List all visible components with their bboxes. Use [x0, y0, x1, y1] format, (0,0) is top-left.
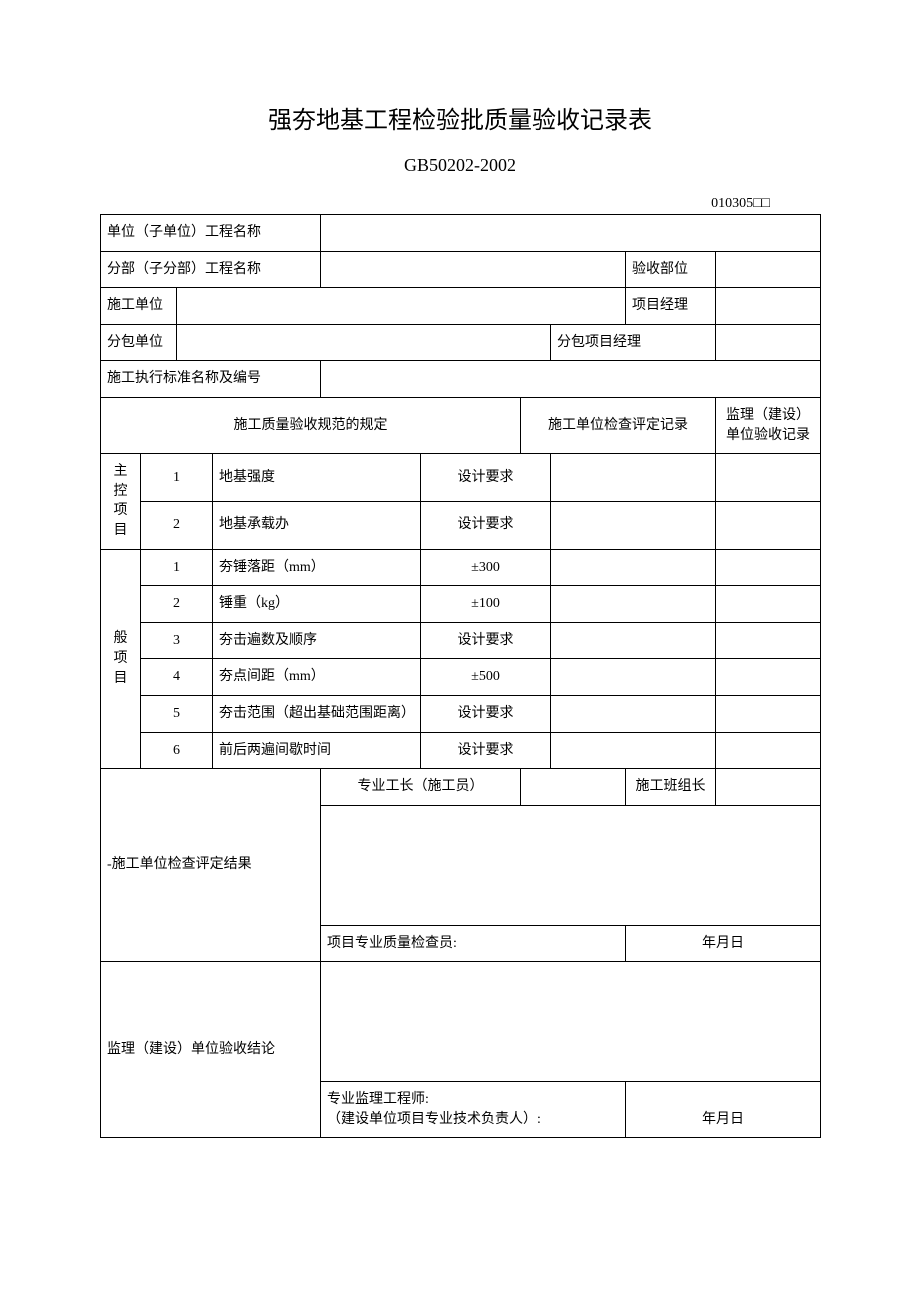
unit-project-label: 单位（子单位）工程名称 — [101, 215, 321, 252]
item-name: 前后两遍间歇时间 — [213, 732, 421, 769]
table-row: 2 地基承载办 设计要求 — [101, 501, 821, 549]
quality-inspector-label: 项目专业质量检查员: — [321, 925, 626, 962]
general-items-group-label: 般项目 — [101, 549, 141, 769]
item-supervision — [716, 695, 821, 732]
construction-unit-label: 施工单位 — [101, 288, 177, 325]
team-leader-value — [716, 769, 821, 806]
table-row: 主控项目 1 地基强度 设计要求 — [101, 454, 821, 502]
doc-number: 010305□□ — [100, 196, 820, 212]
item-record — [551, 695, 716, 732]
item-name: 夯点间距（mm） — [213, 659, 421, 696]
item-spec: 设计要求 — [421, 695, 551, 732]
main-items-group-label: 主控项目 — [101, 454, 141, 549]
subcontract-manager-value — [716, 324, 821, 361]
item-supervision — [716, 732, 821, 769]
item-supervision — [716, 659, 821, 696]
item-name: 锤重（kg） — [213, 586, 421, 623]
table-row: 5 夯击范围（超出基础范围距离） 设计要求 — [101, 695, 821, 732]
table-row: 3 夯击遍数及顺序 设计要求 — [101, 622, 821, 659]
team-leader-label: 施工班组长 — [626, 769, 716, 806]
subcontract-unit-value — [177, 324, 551, 361]
item-record — [551, 454, 716, 502]
acceptance-part-value — [716, 251, 821, 288]
table-row: 分部（子分部）工程名称 验收部位 — [101, 251, 821, 288]
item-record — [551, 549, 716, 586]
table-row: 2 锤重（kg） ±100 — [101, 586, 821, 623]
sub-project-label: 分部（子分部）工程名称 — [101, 251, 321, 288]
unit-project-value — [321, 215, 821, 252]
supervision-conclusion-area — [321, 962, 821, 1082]
standard-value — [321, 361, 821, 398]
standard-label: 施工执行标准名称及编号 — [101, 361, 321, 398]
item-spec: 设计要求 — [421, 622, 551, 659]
item-supervision — [716, 501, 821, 549]
item-no: 3 — [141, 622, 213, 659]
table-row: 4 夯点间距（mm） ±500 — [101, 659, 821, 696]
table-row: 分包单位 分包项目经理 — [101, 324, 821, 361]
construction-unit-value — [177, 288, 626, 325]
item-no: 6 — [141, 732, 213, 769]
page-title: 强夯地基工程检验批质量验收记录表 — [100, 100, 820, 135]
project-manager-label: 项目经理 — [626, 288, 716, 325]
inspection-record-header: 施工单位检查评定记录 — [521, 397, 716, 453]
item-name: 夯锤落距（mm） — [213, 549, 421, 586]
item-record — [551, 501, 716, 549]
item-record — [551, 586, 716, 623]
item-no: 4 — [141, 659, 213, 696]
table-row: 单位（子单位）工程名称 — [101, 215, 821, 252]
item-supervision — [716, 454, 821, 502]
date-label: 年月日 — [626, 925, 821, 962]
item-supervision — [716, 622, 821, 659]
item-no: 1 — [141, 549, 213, 586]
item-record — [551, 732, 716, 769]
supervision-signature-area: 专业监理工程师: （建设单位项目专业技术负责人）: — [321, 1082, 626, 1138]
supervision-record-header: 监理（建设）单位验收记录 — [716, 397, 821, 453]
item-spec: 设计要求 — [421, 454, 551, 502]
item-spec: ±500 — [421, 659, 551, 696]
form-table: 单位（子单位）工程名称 分部（子分部）工程名称 验收部位 施工单位 项目经理 分… — [100, 214, 821, 1138]
item-spec: ±100 — [421, 586, 551, 623]
inspection-result-area — [321, 805, 821, 925]
acceptance-part-label: 验收部位 — [626, 251, 716, 288]
date-label: 年月日 — [626, 1082, 821, 1138]
item-supervision — [716, 586, 821, 623]
table-row: 监理（建设）单位验收结论 — [101, 962, 821, 1082]
subcontract-manager-label: 分包项目经理 — [551, 324, 716, 361]
sub-project-value — [321, 251, 626, 288]
table-row: 般项目 1 夯锤落距（mm） ±300 — [101, 549, 821, 586]
table-row: 施工质量验收规范的规定 施工单位检查评定记录 监理（建设）单位验收记录 — [101, 397, 821, 453]
table-row: 6 前后两遍间歇时间 设计要求 — [101, 732, 821, 769]
item-name: 地基承载办 — [213, 501, 421, 549]
project-manager-value — [716, 288, 821, 325]
foreman-value — [521, 769, 626, 806]
table-row: 施工单位 项目经理 — [101, 288, 821, 325]
item-spec: 设计要求 — [421, 732, 551, 769]
item-supervision — [716, 549, 821, 586]
item-no: 1 — [141, 454, 213, 502]
construction-tech-label: （建设单位项目专业技术负责人）: — [327, 1110, 619, 1130]
page-subtitle: GB50202-2002 — [100, 155, 820, 176]
item-no: 2 — [141, 586, 213, 623]
spec-provisions-header: 施工质量验收规范的规定 — [101, 397, 521, 453]
supervision-engineer-label: 专业监理工程师: — [327, 1090, 619, 1110]
foreman-label: 专业工长（施工员） — [321, 769, 521, 806]
item-name: 地基强度 — [213, 454, 421, 502]
supervision-conclusion-label: 监理（建设）单位验收结论 — [101, 962, 321, 1138]
table-row: 施工执行标准名称及编号 — [101, 361, 821, 398]
table-row: -施工单位检查评定结果 专业工长（施工员） 施工班组长 — [101, 769, 821, 806]
item-name: 夯击遍数及顺序 — [213, 622, 421, 659]
item-record — [551, 659, 716, 696]
item-spec: 设计要求 — [421, 501, 551, 549]
item-name: 夯击范围（超出基础范围距离） — [213, 695, 421, 732]
item-no: 5 — [141, 695, 213, 732]
item-spec: ±300 — [421, 549, 551, 586]
subcontract-unit-label: 分包单位 — [101, 324, 177, 361]
item-no: 2 — [141, 501, 213, 549]
inspection-result-label: -施工单位检查评定结果 — [101, 769, 321, 962]
item-record — [551, 622, 716, 659]
